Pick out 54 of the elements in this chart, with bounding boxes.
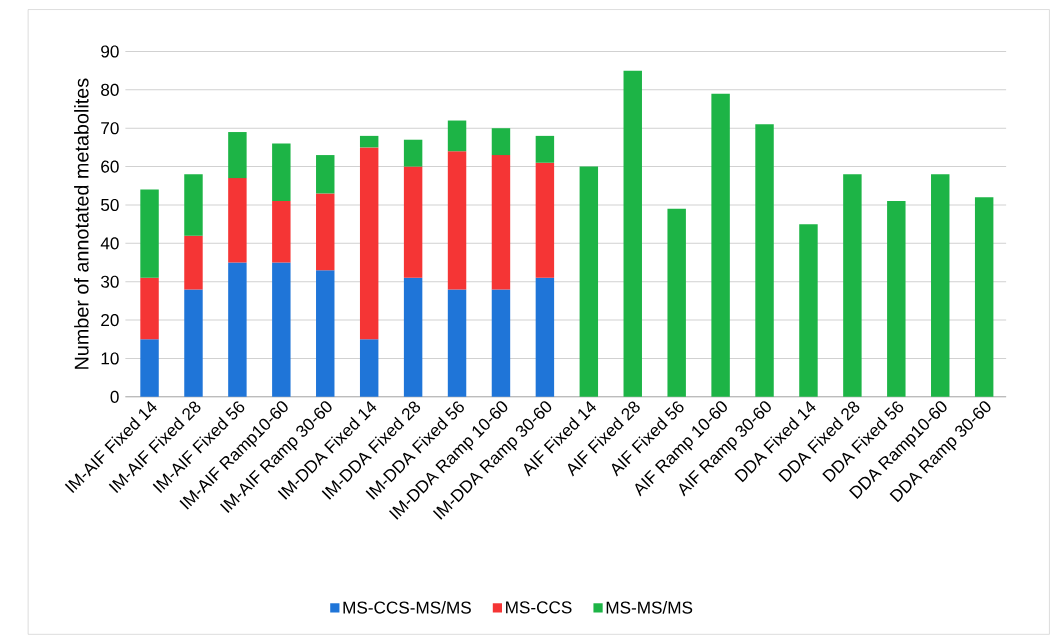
- bar: [228, 262, 247, 397]
- bar: [272, 262, 291, 397]
- bar: [579, 166, 599, 397]
- bar: [184, 289, 203, 397]
- bar: [755, 124, 774, 397]
- legend-label: MS-CCS: [506, 601, 572, 614]
- y-tick-label: 80: [101, 83, 119, 96]
- bar: [316, 193, 335, 271]
- bar: [535, 277, 555, 397]
- bar: [623, 70, 642, 397]
- bar: [184, 174, 203, 236]
- y-tick-label: 30: [100, 275, 119, 288]
- bar: [887, 200, 906, 397]
- bar: [447, 151, 467, 290]
- bar: [359, 339, 379, 397]
- y-tick-label: 90: [101, 45, 119, 58]
- y-tick-label: 40: [100, 237, 119, 250]
- bar: [140, 277, 159, 340]
- bar: [799, 223, 818, 397]
- bar: [447, 289, 467, 397]
- bar: [403, 139, 423, 167]
- bar: [272, 143, 291, 201]
- bar: [667, 208, 686, 397]
- bar: [491, 128, 511, 155]
- bar: [316, 270, 335, 397]
- y-axis-title: Number of annotated metabolites: [74, 78, 89, 369]
- bar: [403, 166, 423, 278]
- y-tick-label: 60: [101, 160, 119, 173]
- bar: [228, 131, 247, 178]
- y-tick-label: 10: [101, 352, 119, 365]
- y-tick-label: 20: [101, 313, 119, 326]
- bar: [535, 162, 555, 278]
- legend-label: MS-MS/MS: [606, 600, 693, 614]
- bar: [974, 197, 994, 397]
- bar: [931, 174, 950, 397]
- bar: [843, 174, 862, 397]
- bar: [272, 200, 291, 263]
- bar: [228, 177, 247, 263]
- y-tick-label: 0: [110, 390, 119, 403]
- y-tick-label: 70: [101, 121, 119, 135]
- legend-label: MS-CCS-MS/MS: [343, 600, 471, 614]
- bar: [403, 277, 423, 397]
- bar: [711, 93, 730, 397]
- bar: [184, 235, 203, 290]
- bar: [535, 135, 555, 163]
- bar: [491, 154, 511, 290]
- bar: [140, 339, 159, 397]
- bar: [447, 120, 467, 152]
- y-tick-label: 50: [101, 198, 119, 211]
- bar: [140, 189, 159, 278]
- bar: [359, 147, 379, 340]
- bar: [491, 289, 511, 397]
- bar: [359, 135, 379, 148]
- bar: [316, 154, 335, 194]
